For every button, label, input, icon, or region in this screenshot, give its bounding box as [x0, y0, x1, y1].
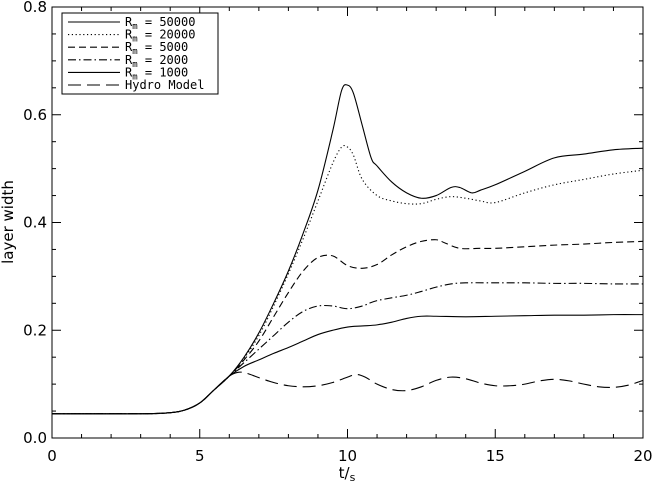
series-line-1 [51, 84, 644, 415]
legend-box [61, 12, 219, 95]
y-tick-label: 0.0 [23, 429, 47, 447]
y-tick-label: 0.4 [23, 214, 47, 232]
legend-label: Rm = 1000 [125, 65, 188, 82]
x-tick-label: 15 [486, 447, 505, 465]
x-tick-label: 20 [633, 447, 652, 465]
y-tick-label: 0.6 [23, 106, 47, 124]
series-line-3 [51, 239, 644, 415]
legend-label: Rm = 50000 [125, 15, 195, 32]
series-lines [51, 84, 644, 415]
y-tick-label: 0.2 [23, 321, 47, 339]
x-tick-label: 5 [195, 447, 205, 465]
legend-label: Rm = 20000 [125, 28, 195, 45]
series-line-6 [51, 371, 644, 415]
legend-label: Rm = 5000 [125, 40, 188, 57]
tick-labels: 0 5 10 15 20 0.0 0.2 0.4 0.6 0.8 [23, 0, 652, 465]
y-tick-label: 0.8 [23, 0, 47, 16]
y-axis-label: layer width [0, 180, 17, 264]
series-line-5 [51, 314, 644, 415]
x-tick-label: 10 [338, 447, 357, 465]
series-line-2 [51, 144, 644, 415]
series-line-4 [51, 282, 644, 415]
legend-label: Hydro Model [125, 78, 204, 92]
x-axis-label: t/s [339, 464, 356, 484]
legend-label: Rm = 2000 [125, 53, 188, 70]
x-tick-label: 0 [47, 447, 57, 465]
